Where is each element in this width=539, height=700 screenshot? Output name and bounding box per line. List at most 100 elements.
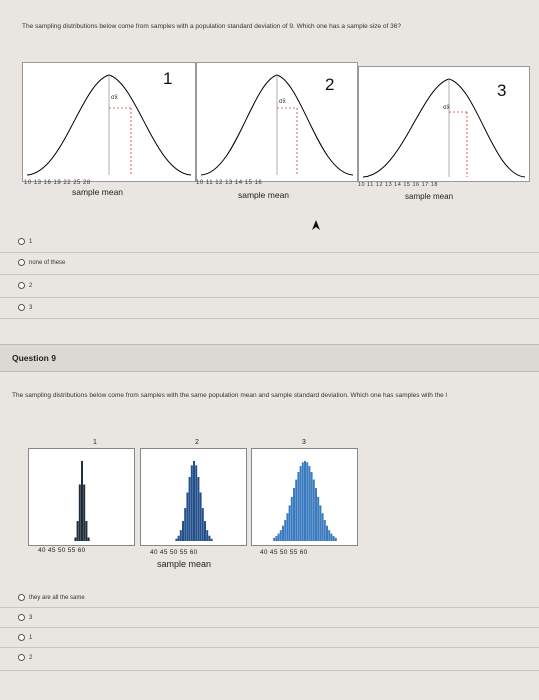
q8-option-2[interactable]: 2: [18, 282, 32, 289]
q9-xlabel: sample mean: [157, 559, 212, 569]
histogram-3: [273, 461, 337, 541]
q9-option-same[interactable]: they are all the same: [18, 594, 85, 601]
radio-icon[interactable]: [18, 594, 25, 601]
normal-curve-2: [200, 74, 354, 176]
q8-option-3[interactable]: 3: [18, 304, 32, 311]
histogram-bar: [81, 461, 83, 541]
q8-option-3-label: 3: [29, 304, 33, 311]
q8-option-none[interactable]: none of these: [18, 259, 65, 266]
histogram-bar: [290, 496, 293, 541]
radio-icon[interactable]: [18, 282, 25, 289]
histogram-bar: [204, 521, 206, 541]
histogram-bar: [284, 520, 287, 541]
normal-curve-3: [362, 78, 526, 178]
q9-panel-number-2: 2: [195, 439, 199, 446]
q8-panel-3-ticks: 10 11 12 13 14 15 16 17 18: [358, 182, 438, 188]
histogram-bar: [315, 488, 317, 541]
histogram-bar: [297, 472, 300, 541]
q8-panel-number-3: 3: [497, 81, 507, 100]
q9-option-2[interactable]: 2: [18, 654, 32, 661]
q9-panel-number-3: 3: [302, 439, 306, 446]
q9-panel-1-ticks: 40 45 50 55 60: [38, 547, 86, 554]
histogram-bar: [310, 472, 313, 541]
mouse-cursor-icon: [312, 220, 320, 230]
radio-icon[interactable]: [18, 304, 25, 311]
histogram-bar: [275, 536, 278, 541]
q8-panel-number-2: 2: [325, 75, 335, 94]
histogram-bar: [179, 530, 182, 541]
radio-icon[interactable]: [18, 238, 25, 245]
histogram-bar: [210, 538, 213, 541]
q8-sigma-label-1: σx̄: [111, 95, 118, 101]
normal-curve-1: [26, 74, 192, 176]
q8-distribution-panel-1: 1 σx̄: [22, 62, 196, 182]
q8-prompt: The sampling distributions below come fr…: [22, 23, 402, 30]
q8-panel-3-xlabel: sample mean: [405, 192, 454, 201]
divider: [0, 252, 539, 253]
q8-option-1-label: 1: [29, 238, 33, 245]
q8-panel-1-xlabel: sample mean: [72, 187, 124, 197]
q9-option-same-label: they are all the same: [29, 594, 85, 601]
q8-panel-number-1: 1: [163, 69, 173, 88]
q8-panel-2-xlabel: sample mean: [238, 190, 290, 200]
histogram-bar: [182, 521, 184, 541]
histogram-bar: [188, 476, 191, 541]
histogram-bar: [323, 520, 326, 541]
q9-histogram-panel-1: 1: [28, 439, 135, 546]
histogram-bar: [288, 505, 291, 541]
q8-sigma-label-3: σx̄: [443, 105, 450, 111]
question-9-title: Question 9: [12, 353, 56, 363]
histogram-2: [175, 461, 213, 541]
q9-option-1-label: 1: [29, 634, 33, 641]
histogram-bar: [83, 484, 86, 541]
question-9-header: Question 9: [0, 344, 539, 372]
histogram-bar: [293, 488, 295, 541]
histogram-bar: [312, 479, 315, 541]
histogram-bar: [195, 465, 198, 541]
q9-option-3[interactable]: 3: [18, 614, 32, 621]
q8-panel-1-ticks: 10 13 16 19 22 25 28: [24, 180, 91, 186]
histogram-bar: [184, 508, 187, 541]
q8-distribution-panel-3: 3 σx̄: [358, 66, 530, 182]
histogram-bar: [175, 538, 178, 541]
histogram-bar: [277, 533, 280, 541]
histogram-bar: [286, 513, 289, 541]
histogram-bar: [279, 530, 282, 541]
radio-icon[interactable]: [18, 614, 25, 621]
histogram-bar: [201, 508, 204, 541]
q8-option-2-label: 2: [29, 282, 33, 289]
q9-prompt: The sampling distributions below come fr…: [12, 392, 448, 399]
q9-option-1[interactable]: 1: [18, 634, 32, 641]
divider: [0, 670, 539, 671]
radio-icon[interactable]: [18, 259, 25, 266]
histogram-bar: [74, 537, 77, 541]
histogram-bar: [301, 462, 304, 541]
q9-option-3-label: 3: [29, 614, 33, 621]
divider: [0, 627, 539, 628]
q8-sigma-label-2: σx̄: [279, 99, 286, 105]
histogram-bar: [308, 466, 311, 541]
q9-histogram-panel-3: 3: [251, 439, 358, 546]
divider: [0, 647, 539, 648]
q8-option-none-label: none of these: [29, 259, 66, 266]
histogram-bar: [328, 530, 331, 541]
q8-option-1[interactable]: 1: [18, 238, 32, 245]
radio-icon[interactable]: [18, 654, 25, 661]
histogram-bar: [78, 484, 81, 541]
q9-histogram-panel-2: 2: [140, 439, 247, 546]
histogram-bar: [295, 479, 298, 541]
histogram-bar: [326, 525, 328, 541]
histogram-bar: [197, 476, 200, 541]
histogram-bar: [186, 492, 189, 541]
histogram-bar: [87, 537, 90, 541]
histogram-bar: [321, 513, 324, 541]
histogram-bar: [299, 466, 302, 541]
histogram-bar: [76, 521, 79, 541]
divider: [0, 318, 539, 319]
histogram-bar: [282, 525, 284, 541]
histogram-bar: [199, 492, 202, 541]
histogram-bar: [177, 535, 180, 541]
radio-icon[interactable]: [18, 634, 25, 641]
histogram-bar: [332, 536, 335, 541]
q9-panel-number-1: 1: [93, 439, 97, 446]
